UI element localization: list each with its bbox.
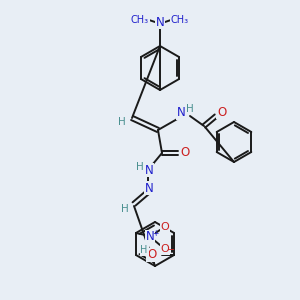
Text: N: N — [145, 164, 153, 176]
Text: O: O — [160, 222, 169, 232]
Text: H: H — [118, 117, 126, 127]
Text: H: H — [121, 204, 129, 214]
Text: O: O — [160, 244, 169, 254]
Text: O: O — [180, 146, 190, 160]
Text: N: N — [145, 182, 153, 194]
Text: N: N — [146, 230, 154, 244]
Text: +: + — [152, 229, 158, 238]
Text: N: N — [156, 16, 164, 28]
Text: N: N — [177, 106, 185, 119]
Text: CH₃: CH₃ — [171, 15, 189, 25]
Text: H: H — [136, 162, 144, 172]
Text: O: O — [218, 106, 226, 118]
Text: −: − — [167, 245, 175, 255]
Text: H: H — [186, 104, 194, 114]
Text: CH₃: CH₃ — [131, 15, 149, 25]
Text: O: O — [147, 248, 157, 262]
Text: H: H — [140, 245, 148, 255]
